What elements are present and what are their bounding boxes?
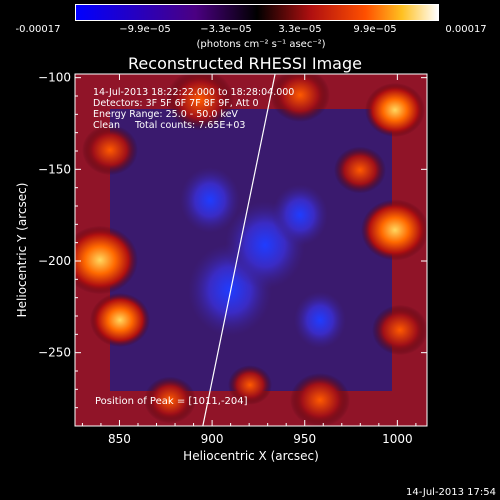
heat-blob-2 [361,199,427,261]
heat-blob-11 [228,365,272,405]
annotation-method-counts: Clean Total counts: 7.65E+03 [93,120,246,131]
y-axis: −100 −150 −200 −250 [38,71,427,427]
x-tick-label-3: 1000 [382,432,413,446]
plot-frame [74,73,428,427]
chart-title: Reconstructed RHESSI Image [128,54,362,73]
colorbar-tick-1: −9.9e−05 [119,24,171,35]
y-axis-label: Heliocentric Y (arcsec) [15,182,29,318]
heat-blob-0 [75,225,138,295]
colorbar-units: (photons cm⁻² s⁻¹ asec⁻²) [196,39,326,50]
cold-blob-2 [294,291,346,349]
heat-blob-6 [82,124,138,176]
colorbar-tick-2: −3.3e−05 [200,24,252,35]
annotation-time-range: 14-Jul-2013 18:22:22.000 to 18:28:04.000 [93,87,295,98]
y-tick-label-2: −200 [38,254,71,268]
heat-blob-4 [270,74,330,122]
y-tick-label-1: −150 [38,162,71,176]
colorbar-tick-0: -0.00017 [15,24,61,35]
heat-blob-9 [290,373,350,426]
annotation-energy-range: Energy Range: 25.0 - 50.0 keV [93,109,238,120]
peak-position-label: Position of Peak = [1011,-204] [95,396,248,407]
timestamp: 14-Jul-2013 17:54 [405,487,496,498]
limb-line [202,73,276,427]
colorbar-tick-4: 9.9e−05 [353,24,397,35]
y-tick-label-0: −100 [38,71,71,85]
x-tick-label-1: 900 [201,432,224,446]
heat-blob-8 [144,376,196,424]
colorbar-tick-3: 3.3e−05 [278,24,322,35]
heat-blob-1 [90,293,150,347]
cold-blob-4 [272,184,328,246]
heat-blob-10 [372,304,427,356]
heat-blob-5 [166,74,234,131]
heat-blob-3 [365,83,425,137]
colorbar-gradient [76,5,438,20]
x-tick-label-2: 950 [293,432,316,446]
x-tick-label-0: 850 [108,432,131,446]
annotation-detectors: Detectors: 3F 5F 6F 7F 8F 9F, Att 0 [93,98,259,109]
colorbar [75,4,439,21]
cold-blob-3 [180,167,240,233]
colorbar-tick-5: 0.00017 [445,24,487,35]
y-tick-label-3: −250 [38,346,71,360]
x-axis-label: Heliocentric X (arcsec) [183,449,319,463]
heatmap-image [75,74,427,426]
x-axis: 850 900 950 1000 [81,74,417,446]
heat-blob-7 [334,146,386,194]
